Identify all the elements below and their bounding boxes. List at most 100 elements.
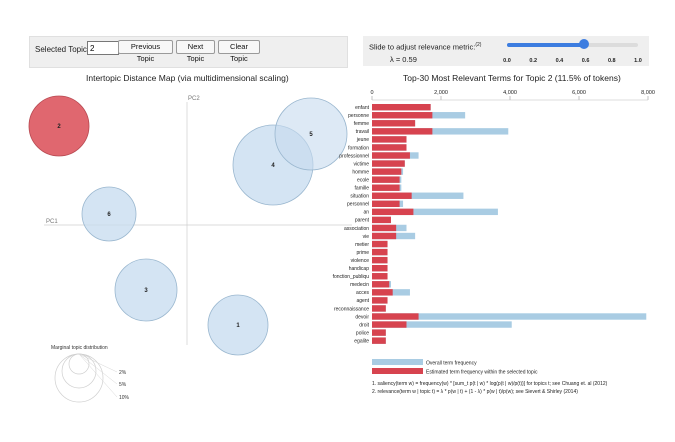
bar-overall[interactable] bbox=[372, 321, 512, 328]
term-label[interactable]: egalite bbox=[354, 338, 369, 344]
bar-chart-title: Top-30 Most Relevant Terms for Topic 2 (… bbox=[403, 73, 621, 83]
marginal-label-2: 2% bbox=[119, 370, 127, 376]
bar-topic[interactable] bbox=[372, 216, 391, 224]
term-label[interactable]: medecin bbox=[350, 282, 369, 288]
term-label[interactable]: situation bbox=[350, 194, 369, 200]
slider-tick-label: 0.8 bbox=[607, 58, 616, 64]
term-label[interactable]: professionnel bbox=[339, 153, 369, 159]
topic-circle-3[interactable] bbox=[114, 258, 178, 322]
bar-topic[interactable] bbox=[372, 144, 407, 151]
topic-label-1: 1 bbox=[236, 323, 240, 329]
marginal-guide-10 bbox=[78, 353, 118, 398]
pc1-label: PC1 bbox=[46, 219, 58, 225]
x-tick-label: 2,000 bbox=[434, 90, 448, 96]
topic-circle-2[interactable] bbox=[28, 95, 90, 157]
bar-topic[interactable] bbox=[372, 176, 400, 183]
bar-topic[interactable] bbox=[372, 168, 402, 175]
bar-overall[interactable] bbox=[372, 208, 498, 216]
topic-circle-5[interactable] bbox=[274, 97, 348, 171]
bar-topic[interactable] bbox=[372, 289, 393, 296]
next-topic-button[interactable]: Next Topic bbox=[176, 40, 215, 63]
bar-topic[interactable] bbox=[372, 104, 431, 111]
term-label[interactable]: victime bbox=[353, 161, 369, 167]
term-label[interactable]: ecole bbox=[357, 177, 369, 183]
marginal-label-5: 5% bbox=[119, 382, 127, 388]
legend-label-topic: Estimated term frequency within the sele… bbox=[426, 370, 538, 376]
bar-topic[interactable] bbox=[372, 305, 386, 312]
bar-topic[interactable] bbox=[372, 184, 400, 191]
term-label[interactable]: acces bbox=[356, 290, 370, 296]
term-label[interactable]: handicap bbox=[349, 266, 370, 272]
bar-marks: enfant personne femme travail jeune formation… bbox=[333, 104, 647, 344]
term-label[interactable]: jeune bbox=[356, 137, 369, 143]
bar-topic[interactable] bbox=[372, 160, 405, 167]
lambda-value: λ = 0.59 bbox=[390, 55, 417, 64]
clear-topic-button[interactable]: Clear Topic bbox=[218, 40, 260, 63]
term-label[interactable]: agent bbox=[356, 298, 369, 304]
term-label[interactable]: travail bbox=[356, 129, 369, 135]
topic-label-6: 6 bbox=[107, 212, 111, 218]
bar-topic[interactable] bbox=[372, 256, 388, 264]
bar-topic[interactable] bbox=[372, 321, 407, 328]
bar-topic[interactable] bbox=[372, 120, 416, 127]
bar-topic[interactable] bbox=[372, 112, 433, 119]
x-tick-label: 4,000 bbox=[503, 90, 517, 96]
marginal-title: Marginal topic distribution bbox=[51, 345, 108, 351]
term-label[interactable]: personne bbox=[348, 113, 369, 119]
bar-topic[interactable] bbox=[372, 208, 414, 216]
bar-topic[interactable] bbox=[372, 136, 407, 143]
term-label[interactable]: fonction_publiqu bbox=[333, 274, 370, 280]
term-label[interactable]: femme bbox=[354, 121, 370, 127]
bar-topic[interactable] bbox=[372, 297, 388, 304]
term-label[interactable]: metier bbox=[355, 242, 369, 248]
term-label[interactable]: parent bbox=[355, 218, 370, 224]
slider-tick-label: 0.2 bbox=[529, 58, 538, 64]
term-label[interactable]: police bbox=[356, 330, 369, 336]
bar-overall[interactable] bbox=[372, 128, 509, 135]
slider-tick-label: 0.6 bbox=[581, 58, 590, 64]
bar-topic[interactable] bbox=[372, 281, 390, 288]
bar-topic[interactable] bbox=[372, 200, 400, 207]
bar-topic[interactable] bbox=[372, 248, 388, 256]
term-label[interactable]: homme bbox=[352, 169, 369, 175]
x-tick-label: 0 bbox=[370, 90, 373, 96]
topic-circle-1[interactable] bbox=[207, 294, 269, 356]
bar-grid: 0 2,000 4,000 6,000 8,000 bbox=[370, 90, 655, 101]
bar-topic[interactable] bbox=[372, 192, 412, 199]
bar-topic[interactable] bbox=[372, 152, 410, 159]
term-label[interactable]: enfant bbox=[355, 105, 370, 111]
bar-topic[interactable] bbox=[372, 240, 388, 248]
bar-overall[interactable] bbox=[372, 313, 647, 320]
term-label[interactable]: famille bbox=[355, 186, 370, 192]
term-label[interactable]: droit bbox=[359, 322, 369, 328]
bar-topic[interactable] bbox=[372, 224, 397, 232]
previous-topic-button[interactable]: Previous Topic bbox=[118, 40, 173, 63]
slider-handle[interactable] bbox=[579, 39, 590, 49]
bar-topic[interactable] bbox=[372, 313, 419, 320]
term-label[interactable]: personnel bbox=[347, 202, 369, 208]
bar-topic[interactable] bbox=[372, 273, 388, 280]
term-label[interactable]: vie bbox=[363, 234, 370, 240]
bar-topic[interactable] bbox=[372, 329, 386, 336]
relevance-slider[interactable] bbox=[507, 39, 638, 49]
idm-title: Intertopic Distance Map (via multidimens… bbox=[86, 73, 289, 83]
term-label[interactable]: prime bbox=[356, 250, 369, 256]
term-label[interactable]: reconnaissance bbox=[334, 306, 369, 312]
bar-overall[interactable] bbox=[372, 192, 464, 199]
slider-tick-label: 1.0 bbox=[634, 58, 642, 64]
term-label[interactable]: formation bbox=[348, 145, 369, 151]
bar-topic[interactable] bbox=[372, 265, 388, 272]
bar-topic[interactable] bbox=[372, 337, 386, 344]
bar-topic[interactable] bbox=[372, 128, 433, 135]
term-label[interactable]: violence bbox=[351, 258, 370, 264]
term-label[interactable]: devoir bbox=[355, 314, 369, 320]
term-label[interactable]: association bbox=[344, 226, 369, 232]
term-label[interactable]: an bbox=[363, 210, 369, 216]
selected-topic-input[interactable] bbox=[87, 41, 119, 55]
x-tick-label: 8,000 bbox=[641, 90, 655, 96]
topic-circle-6[interactable] bbox=[81, 186, 137, 242]
bar-topic[interactable] bbox=[372, 232, 397, 240]
selected-topic-label: Selected Topic: bbox=[35, 45, 90, 54]
